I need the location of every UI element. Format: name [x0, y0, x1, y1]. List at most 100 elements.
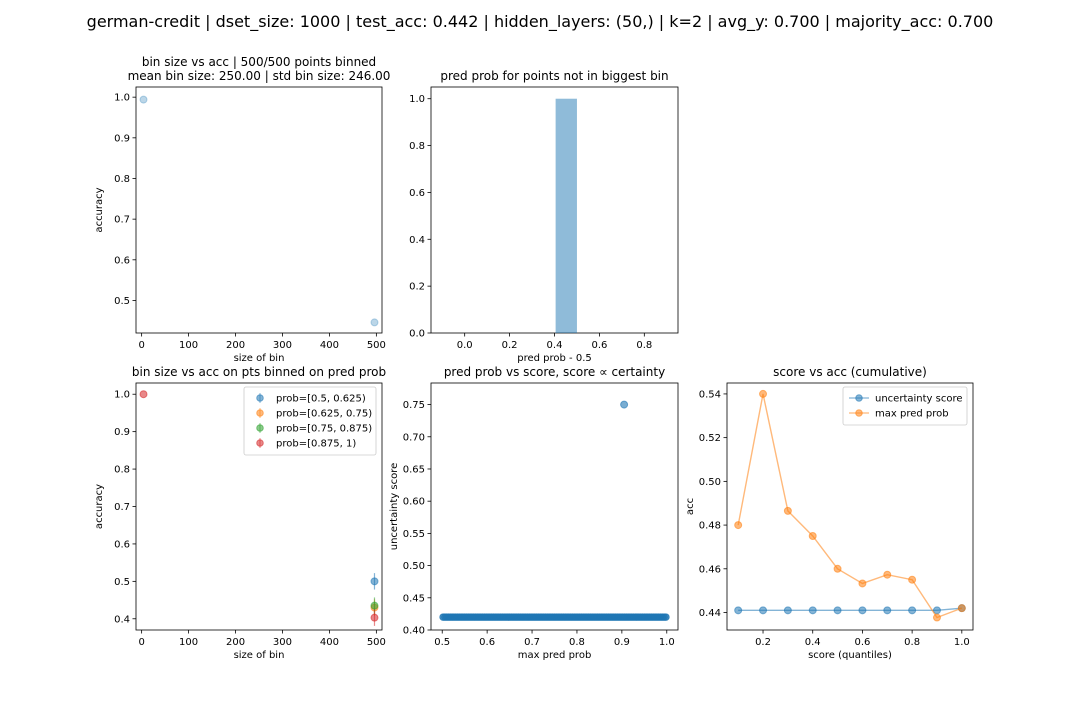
x-tick-label: 0 — [138, 637, 144, 648]
y-tick-label: 0.50 — [699, 477, 721, 488]
x-tick-label: 0.9 — [614, 637, 630, 648]
line-point — [759, 389, 768, 398]
y-tick-label: 1.0 — [114, 390, 130, 401]
panel-bin-size-vs-acc-pred-prob: 0 100 200 300 400 500 0.4 0.5 0.6 0.7 0.8 0.9 1.0 siz… — [94, 365, 386, 661]
panel-bin-size-vs-acc: 0 100 200 300 400 500 0.5 0.6 0.7 0.8 0.9 1.0 size o… — [94, 55, 390, 364]
y-tick-label: 0.8 — [114, 174, 130, 185]
x-tick-label: 1.0 — [954, 637, 970, 648]
line-point — [833, 564, 842, 573]
line-point — [734, 521, 743, 530]
line-point — [883, 606, 892, 615]
x-tick-label: 1.0 — [659, 637, 675, 648]
x-tick-label: 0.4 — [547, 340, 563, 351]
y-tick-label: 0.0 — [409, 329, 425, 340]
legend-box — [842, 386, 968, 426]
y-tick-label: 0.4 — [409, 235, 425, 246]
line-point — [783, 506, 792, 515]
y-tick-label: 0.2 — [409, 282, 425, 293]
line-point — [833, 606, 842, 615]
y-tick-label: 0.8 — [114, 465, 130, 476]
y-axis-label: uncertainty score — [389, 463, 400, 551]
x-tick-label: 0.6 — [854, 637, 870, 648]
legend-label: prob=[0.5, 0.625) — [276, 394, 366, 405]
scatter-point — [370, 318, 379, 327]
line-point — [908, 606, 917, 615]
x-tick-label: 200 — [226, 637, 245, 648]
line-point — [858, 579, 867, 588]
legend-label: prob=[0.75, 0.875) — [276, 424, 372, 435]
y-tick-label: 0.75 — [403, 400, 425, 411]
legend-marker — [855, 394, 863, 402]
x-tick-label: 400 — [320, 637, 339, 648]
x-tick-label: 0.2 — [502, 340, 518, 351]
panel-title: bin size vs acc on pts binned on pred pr… — [132, 365, 386, 379]
y-tick-label: 0.45 — [403, 593, 425, 604]
x-tick-label: 0.0 — [457, 340, 473, 351]
legend: prob=[0.5, 0.625) prob=[0.625, 0.75) prob=… — [243, 386, 377, 456]
line-point — [759, 606, 768, 615]
scatter-point — [370, 613, 379, 622]
axes-frame — [430, 86, 679, 334]
y-tick-label: 0.6 — [114, 539, 130, 550]
x-tick-label: 0.6 — [591, 340, 607, 351]
axes-frame — [430, 382, 679, 631]
y-tick-label: 0.40 — [403, 626, 425, 637]
series-line — [738, 607, 962, 612]
x-tick-label: 0.4 — [805, 637, 821, 648]
x-axis-label: pred prob - 0.5 — [517, 353, 592, 364]
x-axis-label: score (quantiles) — [808, 650, 892, 661]
figure-suptitle: german-credit | dset_size: 1000 | test_a… — [87, 12, 994, 32]
x-tick-label: 200 — [226, 340, 245, 351]
legend-marker — [855, 409, 863, 417]
line-point — [883, 570, 892, 579]
x-tick-label: 400 — [320, 340, 339, 351]
legend-marker — [256, 394, 264, 402]
panel-pred-prob-vs-score: 0.5 0.6 0.7 0.8 0.9 1.0 0.40 0.45 0.50 0.55 0.60 0.… — [389, 365, 679, 661]
x-axis-label: size of bin — [234, 650, 285, 661]
y-tick-label: 0.44 — [699, 608, 721, 619]
legend-box — [243, 386, 377, 456]
panel-title: bin size vs acc | 500/500 points binned — [142, 55, 376, 69]
scatter-point — [662, 613, 670, 621]
y-tick-label: 0.5 — [114, 296, 130, 307]
y-tick-label: 0.48 — [699, 521, 721, 532]
x-axis-label: size of bin — [234, 353, 285, 364]
line-point — [808, 606, 817, 615]
panel-pred-prob-histogram: 0.0 0.2 0.4 0.6 0.8 0.0 0.2 0.4 0.6 0.8 1.0 pred pr… — [409, 69, 679, 364]
scatter-band — [439, 613, 670, 621]
panel-title: mean bin size: 250.00 | std bin size: 24… — [128, 69, 391, 83]
x-tick-label: 0.8 — [636, 340, 652, 351]
x-tick-label: 500 — [367, 637, 386, 648]
x-tick-label: 500 — [367, 340, 386, 351]
legend-marker — [256, 439, 264, 447]
histogram-bar — [555, 98, 577, 333]
y-tick-label: 0.6 — [409, 188, 425, 199]
y-axis-label: accuracy — [94, 484, 105, 529]
scatter-point — [370, 577, 379, 586]
y-tick-label: 0.54 — [699, 389, 721, 400]
line-point — [734, 606, 743, 615]
line-point — [808, 532, 817, 541]
y-tick-label: 0.46 — [699, 564, 721, 575]
axes-frame — [135, 86, 383, 334]
x-tick-label: 300 — [273, 637, 292, 648]
legend-label: prob=[0.625, 0.75) — [276, 409, 372, 420]
panel-score-vs-acc: 0.2 0.4 0.6 0.8 1.0 0.44 0.46 0.48 0.50 0.52 0.54 s… — [685, 365, 974, 661]
scatter-point — [370, 601, 379, 610]
line-point — [957, 604, 966, 613]
x-tick-label: 300 — [273, 340, 292, 351]
axes-frame — [726, 382, 974, 631]
y-tick-label: 0.4 — [114, 614, 130, 625]
x-axis-label: max pred prob — [518, 650, 592, 661]
y-tick-label: 0.60 — [403, 497, 425, 508]
line-point — [858, 606, 867, 615]
y-tick-label: 0.70 — [403, 432, 425, 443]
line-point — [783, 606, 792, 615]
y-tick-label: 0.6 — [114, 255, 130, 266]
legend-label: prob=[0.875, 1) — [276, 439, 356, 450]
x-tick-label: 0.8 — [569, 637, 585, 648]
y-tick-label: 0.7 — [114, 502, 130, 513]
y-tick-label: 0.7 — [114, 215, 130, 226]
y-tick-label: 1.0 — [409, 94, 425, 105]
